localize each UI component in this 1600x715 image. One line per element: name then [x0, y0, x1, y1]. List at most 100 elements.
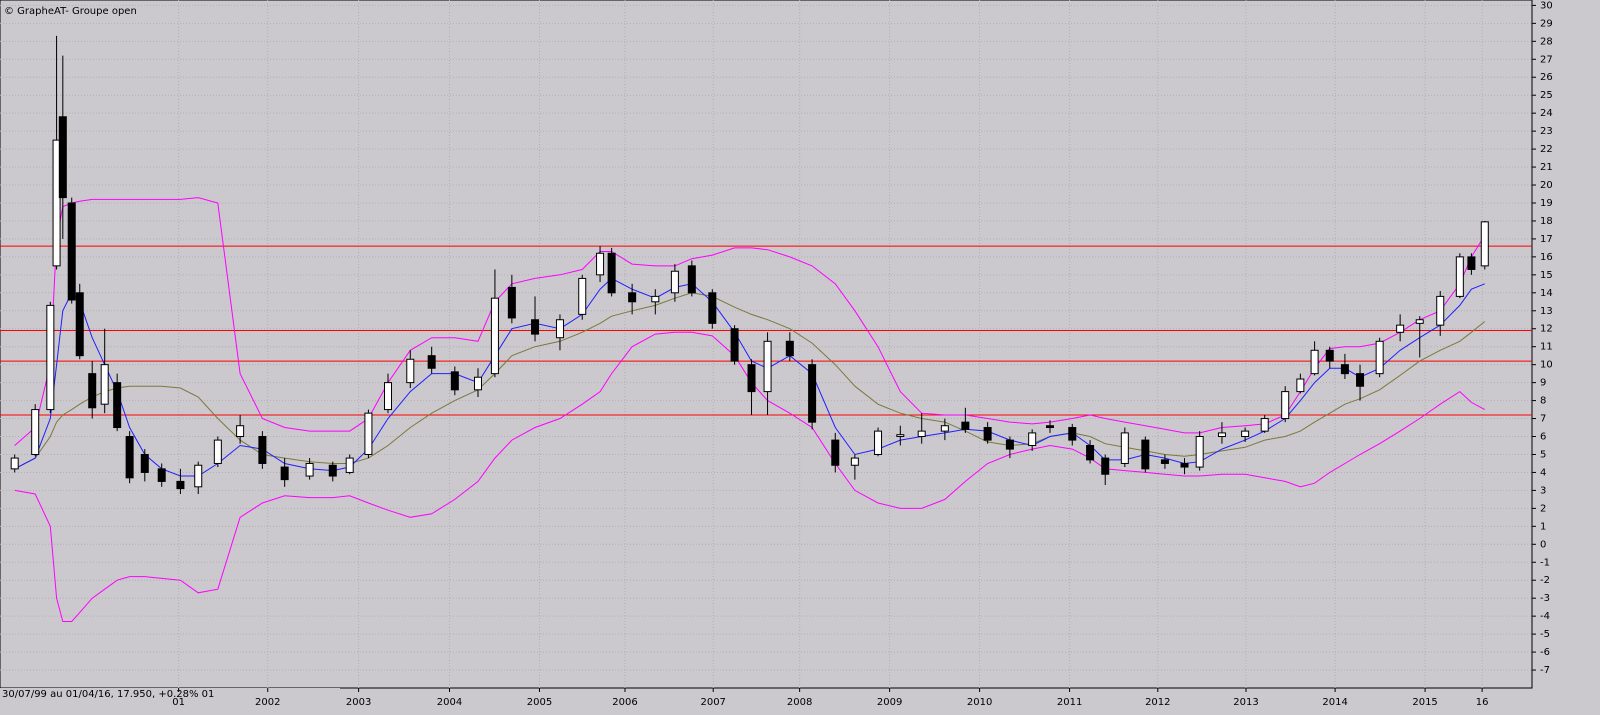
y-tick-label: -5	[1540, 629, 1550, 640]
candle-body	[236, 425, 245, 438]
candle-body	[808, 364, 817, 423]
indicator-line	[14, 277, 1485, 477]
candle-body	[1455, 256, 1464, 297]
candle-body	[1260, 418, 1269, 432]
x-tick-label: 2015	[1412, 697, 1437, 708]
x-tick-label: 2006	[612, 697, 637, 708]
candle-body	[917, 430, 926, 438]
candle-body	[730, 328, 739, 362]
x-tick-label: 2014	[1322, 697, 1347, 708]
candle-body	[1480, 221, 1489, 267]
candle-body	[31, 409, 40, 455]
candle-body	[490, 297, 499, 375]
candle-body	[1340, 364, 1349, 375]
x-tick-label: 2002	[255, 697, 280, 708]
candle-body	[596, 252, 605, 276]
candle-body	[125, 436, 134, 479]
indicator-line	[14, 331, 1486, 622]
y-tick-label: 29	[1540, 18, 1553, 29]
candle-body	[364, 412, 373, 455]
candle-body	[940, 425, 949, 432]
candle-body	[100, 364, 109, 405]
candle-body	[213, 439, 222, 464]
x-tick-label: 2009	[877, 697, 902, 708]
candle-body	[52, 139, 61, 267]
y-tick-label: 1	[1540, 521, 1546, 532]
candle-body	[555, 319, 564, 339]
y-tick-label: 26	[1540, 72, 1553, 83]
y-tick-label: 23	[1540, 126, 1553, 137]
x-tick-label: 2004	[437, 697, 462, 708]
candle-body	[345, 457, 354, 473]
y-tick-label: 14	[1540, 288, 1553, 299]
x-tick-label: 2010	[967, 697, 992, 708]
candle-body	[1325, 349, 1334, 362]
candle-body	[176, 480, 185, 490]
candle-body	[140, 453, 149, 473]
candle-body	[75, 292, 84, 357]
candle-body	[507, 286, 516, 319]
candle-body	[10, 457, 19, 470]
candle-body	[58, 116, 67, 199]
candle-body	[607, 252, 616, 294]
y-tick-label: 22	[1540, 144, 1553, 155]
x-tick-label: 2008	[787, 697, 812, 708]
candle-body	[831, 439, 840, 466]
y-tick-label: 24	[1540, 108, 1553, 119]
y-tick-label: -3	[1540, 593, 1550, 604]
candle-body	[578, 277, 587, 315]
candle-body	[1356, 373, 1365, 387]
candle-body	[1296, 378, 1305, 393]
x-tick-label: 2005	[527, 697, 552, 708]
candle-body	[1281, 391, 1290, 420]
candle-body	[194, 464, 203, 488]
candle-body	[1195, 436, 1204, 468]
candle-body	[763, 340, 772, 393]
candle-body	[1310, 349, 1319, 375]
x-tick-label: 2003	[346, 697, 371, 708]
candle-body	[1396, 324, 1405, 333]
y-tick-label: 5	[1540, 449, 1546, 460]
candle-body	[961, 421, 970, 430]
y-tick-label: 18	[1540, 216, 1553, 227]
candle-body	[531, 319, 540, 335]
candle-body	[473, 376, 482, 391]
x-tick-label: 16	[1476, 697, 1489, 708]
y-tick-label: 28	[1540, 36, 1553, 47]
candle-body	[1467, 256, 1476, 270]
y-tick-label: 25	[1540, 90, 1553, 101]
candle-body	[1436, 295, 1445, 326]
y-tick-label: 7	[1540, 414, 1546, 425]
y-tick-label: 3	[1540, 485, 1546, 496]
footer-bg	[0, 688, 340, 711]
candle-body	[406, 358, 415, 384]
y-tick-label: 13	[1540, 306, 1553, 317]
x-tick-label: 2012	[1145, 697, 1170, 708]
candle-body	[874, 430, 883, 455]
candle-body	[628, 292, 637, 303]
candle-body	[427, 355, 436, 369]
candle-body	[1120, 432, 1129, 464]
y-tick-label: -1	[1540, 557, 1550, 568]
candle-body	[450, 371, 459, 391]
y-tick-label: 11	[1540, 342, 1553, 353]
candle-body	[651, 295, 660, 303]
y-tick-label: 15	[1540, 270, 1553, 281]
candle-body	[258, 436, 267, 464]
x-tick-label: 01	[172, 697, 185, 708]
y-tick-label: 2	[1540, 503, 1546, 514]
candle-body	[1160, 459, 1169, 464]
candle-body	[157, 468, 166, 482]
y-tick-label: 6	[1540, 432, 1546, 443]
candle-body	[88, 373, 97, 409]
indicator-line	[14, 292, 1486, 470]
candle-body	[1005, 439, 1014, 450]
grid	[0, 0, 1532, 688]
y-tick-label: -7	[1540, 665, 1550, 676]
candle-body	[708, 292, 717, 324]
y-tick-label: 10	[1540, 360, 1553, 371]
y-tick-label: -2	[1540, 575, 1550, 586]
candle-body	[46, 304, 55, 411]
candle-body	[1141, 439, 1150, 470]
candle-body	[1068, 427, 1077, 441]
